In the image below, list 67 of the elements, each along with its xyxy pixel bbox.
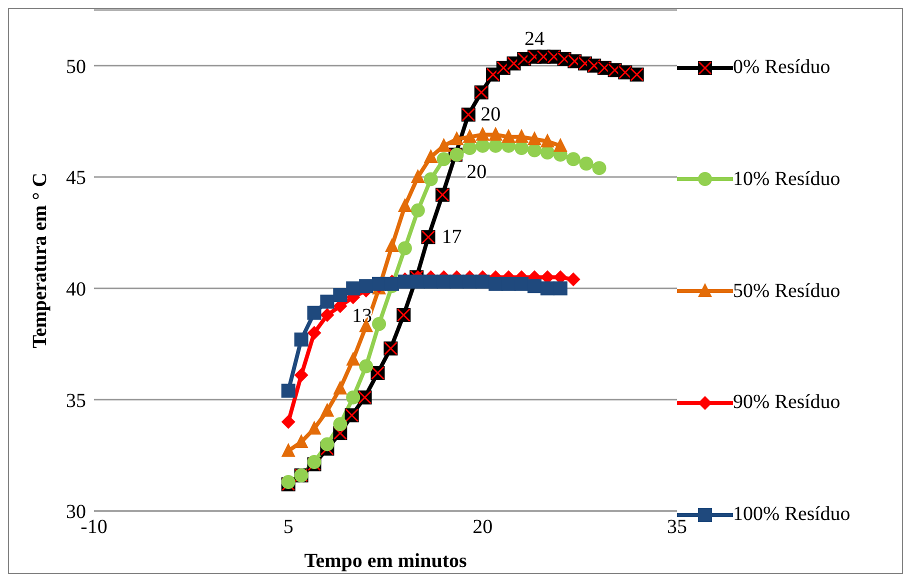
point	[436, 138, 451, 152]
x-axis-title: Tempo em minutos	[304, 550, 468, 572]
point	[476, 126, 490, 141]
x-tick-label: 5	[283, 516, 294, 538]
legend-label: 0% Resíduo	[733, 56, 830, 79]
legend-label: 10% Resíduo	[733, 168, 840, 191]
point	[476, 138, 490, 153]
point	[359, 359, 374, 374]
annotation: 20	[480, 104, 501, 126]
point	[527, 143, 542, 158]
point	[294, 368, 308, 382]
y-tick-label: 30	[66, 501, 86, 524]
point	[553, 281, 568, 296]
point	[294, 434, 308, 448]
point	[462, 128, 477, 143]
point	[320, 402, 334, 417]
y-tick-label: 35	[66, 390, 86, 412]
legend-label: 100% Resíduo	[733, 503, 850, 526]
point	[462, 141, 477, 156]
point	[307, 306, 322, 320]
point	[450, 131, 464, 146]
point	[540, 133, 554, 148]
point	[514, 128, 529, 143]
point	[346, 352, 360, 366]
legend-label: 50% Resíduo	[733, 280, 840, 302]
legend-label: 90% Resíduo	[733, 391, 840, 414]
point	[436, 152, 451, 166]
y-tick-label: 40	[66, 278, 86, 300]
point	[488, 138, 503, 153]
point	[346, 390, 360, 404]
annotation: 24	[524, 28, 544, 50]
y-tick-label: 50	[66, 56, 86, 78]
point	[410, 169, 425, 183]
point	[424, 172, 438, 186]
point	[320, 308, 334, 322]
point	[307, 420, 322, 435]
point	[320, 437, 334, 452]
point	[372, 316, 386, 331]
point	[488, 126, 503, 141]
point	[566, 152, 580, 166]
point	[281, 414, 296, 429]
point	[424, 148, 438, 163]
point	[281, 384, 296, 398]
point	[527, 131, 542, 146]
point	[333, 417, 348, 432]
point	[579, 156, 594, 171]
point	[398, 241, 412, 256]
point	[320, 294, 334, 309]
point	[307, 326, 322, 340]
annotation: 20	[466, 160, 487, 183]
x-tick-label: 20	[472, 516, 493, 538]
point	[410, 203, 425, 218]
point	[384, 238, 399, 252]
point	[281, 442, 296, 457]
point	[566, 272, 580, 286]
annotation: 17	[442, 226, 462, 248]
y-tick-label: 45	[66, 167, 86, 190]
y-axis-title: Temperatura em ° C	[29, 172, 52, 348]
point	[346, 281, 360, 296]
point	[553, 138, 568, 152]
point	[333, 380, 348, 395]
point	[592, 161, 606, 176]
x-tick-label: 35	[667, 516, 687, 538]
point	[502, 128, 516, 143]
point	[333, 288, 348, 302]
point	[398, 198, 412, 212]
point	[294, 332, 308, 347]
